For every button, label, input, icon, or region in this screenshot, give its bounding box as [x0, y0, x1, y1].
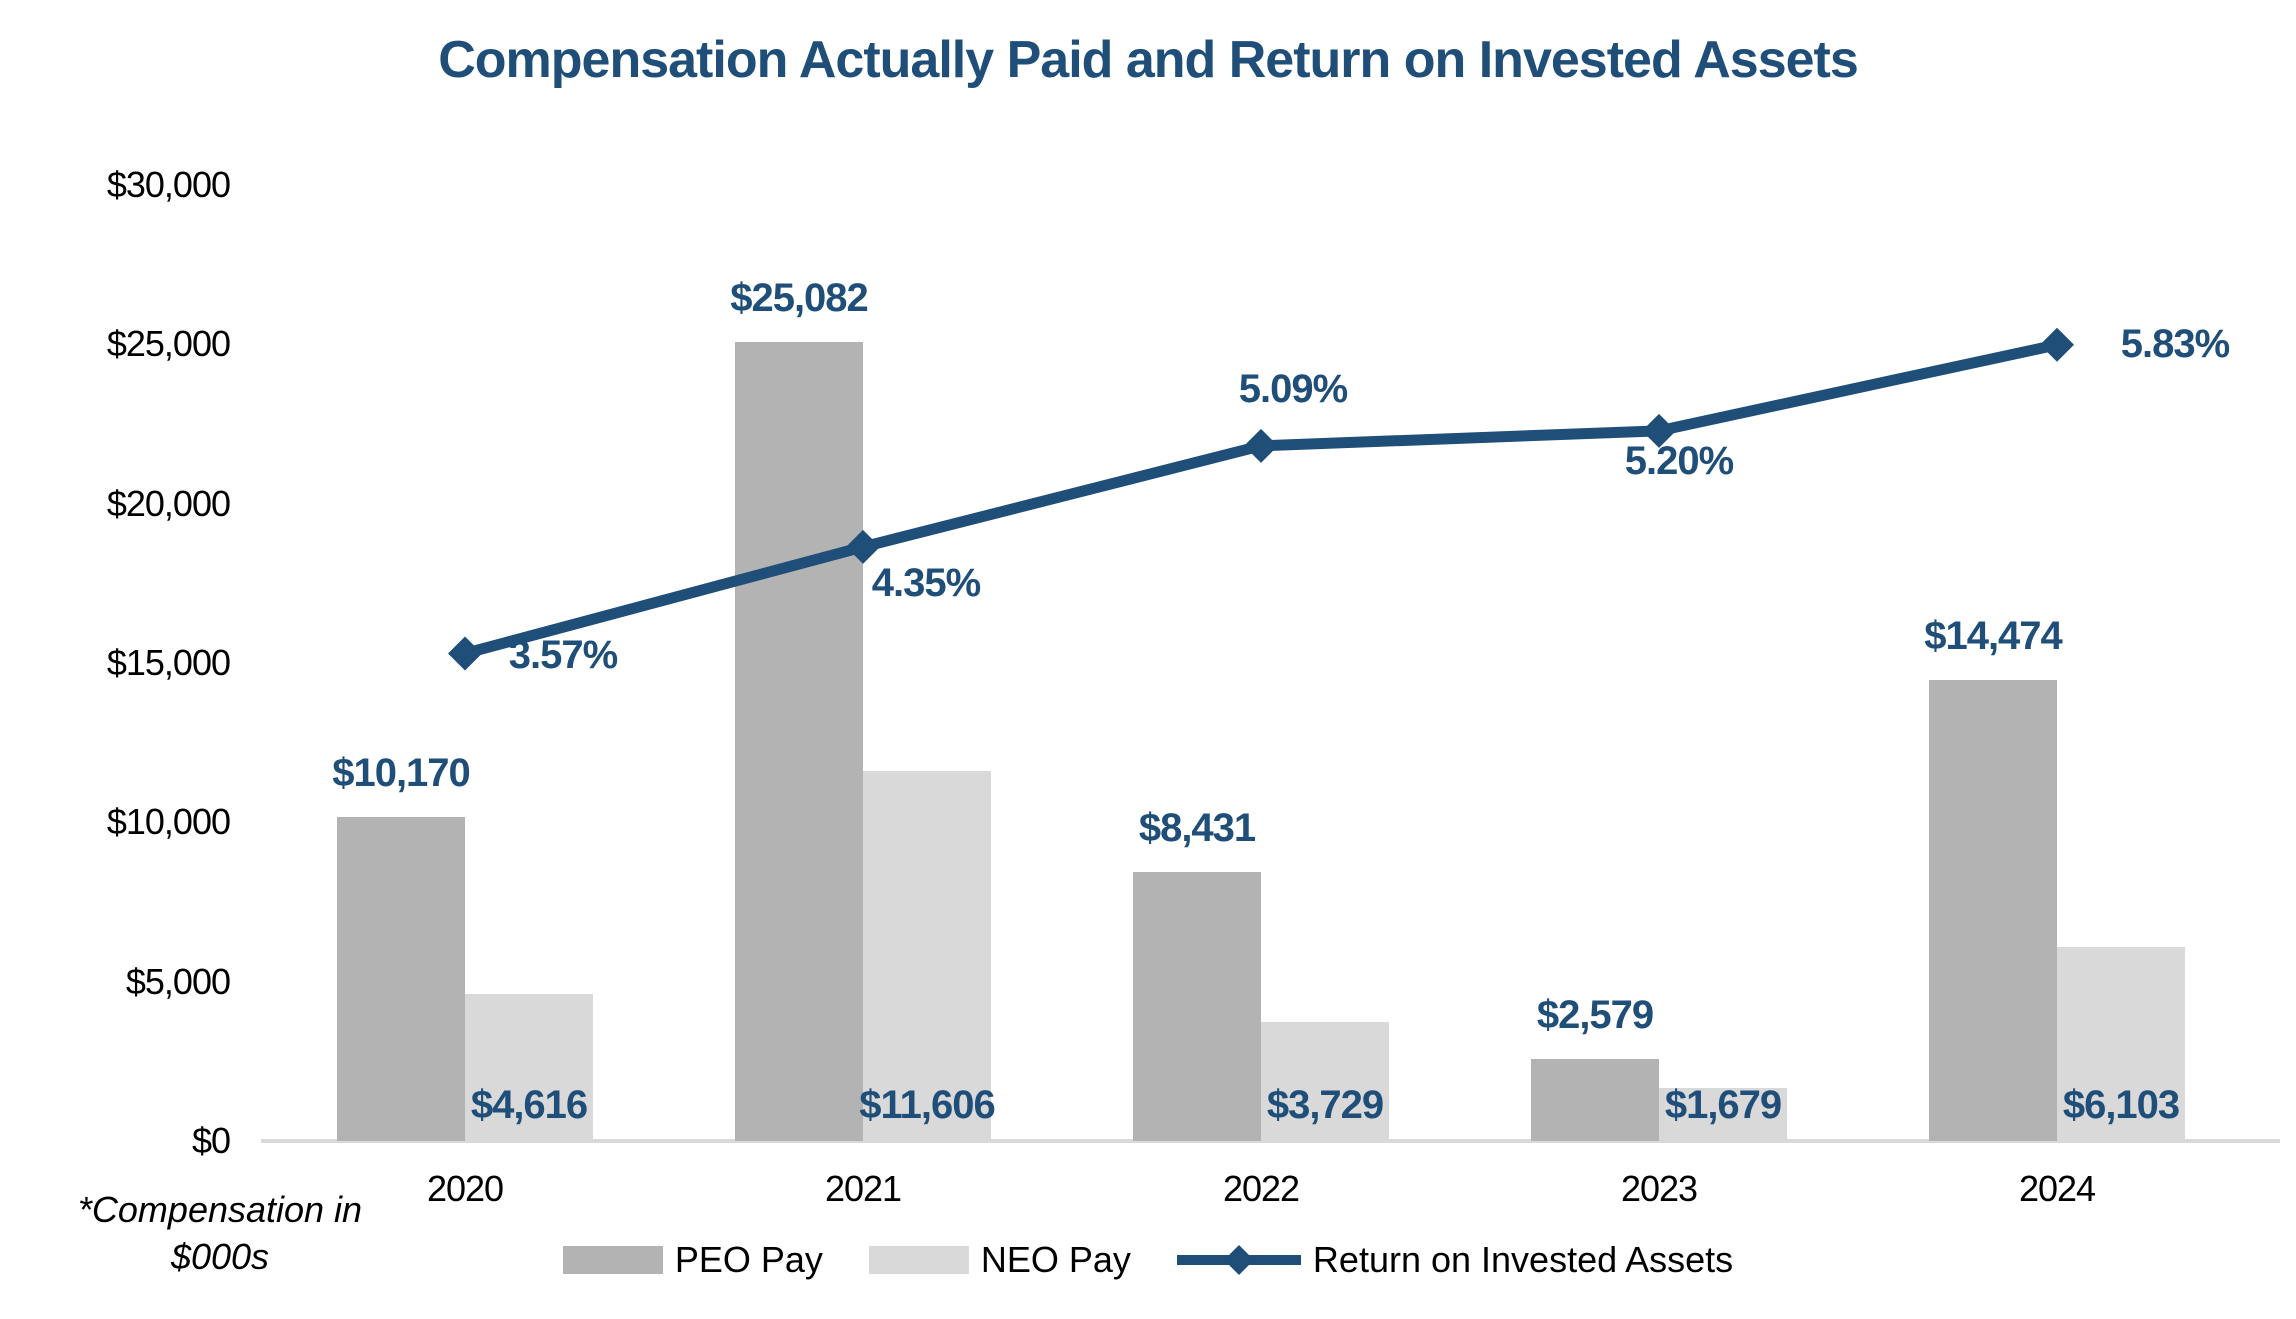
y-axis-tick-label: $5,000 — [125, 960, 231, 1002]
roi-line-layer — [448, 327, 2074, 671]
x-axis-label-2021: 2021 — [824, 1168, 902, 1209]
y-axis-tick-label: $0 — [191, 1120, 231, 1161]
x-axis-label-2024: 2024 — [2018, 1168, 2096, 1209]
legend-label: NEO Pay — [980, 1239, 1131, 1280]
y-axis-tick-label: $25,000 — [106, 323, 231, 365]
neo-pay-value-label: $11,606 — [859, 1083, 995, 1127]
roi-marker-2022 — [1244, 428, 1278, 463]
legend: PEO Pay NEO Pay Return on Invested Assets — [0, 1238, 2296, 1282]
roi-value-label: 3.57% — [508, 633, 618, 678]
neo-pay-bar-2024 — [2057, 946, 2185, 1141]
neo-pay-swatch-icon — [868, 1246, 969, 1274]
peo-pay-bar-2021 — [735, 341, 863, 1141]
roi-marker-2023 — [1642, 413, 1676, 448]
neo-pay-bar-2020 — [465, 993, 593, 1141]
plot-area: 2020 2021 2022 2023 2024 $10,170 $25,082 $8,431… — [261, 185, 2280, 1209]
roi-marker-2020 — [448, 636, 482, 671]
legend-label: Return on Invested Assets — [1312, 1239, 1734, 1280]
neo-pay-value-label: $1,679 — [1664, 1083, 1782, 1127]
neo-pay-value-label: $6,103 — [2062, 1083, 2180, 1127]
footnote-line-1: *Compensation in — [77, 1189, 363, 1230]
roi-marker-2024 — [2040, 327, 2074, 362]
neo-pay-bar-2022 — [1261, 1022, 1389, 1141]
roi-value-label: 5.83% — [2120, 321, 2230, 366]
neo-pay-bar-2023 — [1659, 1087, 1787, 1141]
legend-label: PEO Pay — [674, 1239, 823, 1280]
peo-pay-bar-2024 — [1929, 679, 2057, 1141]
legend-item-return-on-invested-assets: Return on Invested Assets — [1176, 1238, 1734, 1282]
x-axis-line — [261, 1139, 2280, 1143]
x-axis-label-2023: 2023 — [1620, 1168, 1698, 1209]
peo-pay-value-label: $8,431 — [1138, 806, 1256, 851]
roi-marker-2021 — [846, 529, 880, 564]
peo-pay-bar-2022 — [1133, 872, 1261, 1141]
neo-pay-bar-2021 — [863, 771, 991, 1141]
footnote: *Compensation in $000s — [52, 1186, 388, 1280]
roi-value-label: 5.20% — [1624, 438, 1734, 483]
legend-item-peo-pay: PEO Pay — [562, 1238, 823, 1282]
legend-item-neo-pay: NEO Pay — [868, 1238, 1131, 1282]
y-axis: $0 $5,000 $10,000 $15,000 $20,000 $25,000 $30,… — [0, 164, 231, 1161]
x-axis-label-2022: 2022 — [1222, 1168, 1300, 1209]
roi-value-label: 5.09% — [1238, 366, 1348, 411]
peo-pay-value-label: $14,474 — [1924, 613, 2063, 658]
peo-pay-swatch-icon — [562, 1246, 663, 1274]
peo-pay-bar-2020 — [337, 816, 465, 1141]
roi-value-label: 4.35% — [871, 560, 981, 605]
x-axis-label-2020: 2020 — [426, 1168, 504, 1209]
footnote-line-2: $000s — [170, 1236, 270, 1277]
peo-pay-value-label: $2,579 — [1536, 992, 1654, 1037]
neo-pay-value-label: $3,729 — [1266, 1083, 1384, 1127]
line-diamond-swatch-icon — [1176, 1245, 1301, 1275]
chart-title: Compensation Actually Paid and Return on… — [438, 31, 1859, 89]
y-axis-tick-label: $30,000 — [106, 164, 231, 205]
y-axis-tick-label: $10,000 — [106, 801, 231, 843]
peo-pay-bar-2023 — [1531, 1058, 1659, 1141]
peo-pay-value-label: $10,170 — [332, 750, 471, 795]
y-axis-tick-label: $20,000 — [106, 482, 231, 524]
y-axis-tick-label: $15,000 — [106, 642, 231, 683]
neo-pay-value-label: $4,616 — [470, 1083, 588, 1127]
peo-pay-value-label: $25,082 — [730, 275, 869, 320]
